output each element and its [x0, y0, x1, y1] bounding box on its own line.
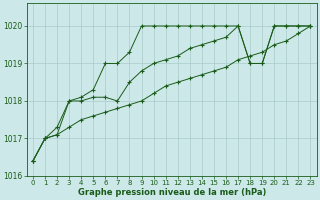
X-axis label: Graphe pression niveau de la mer (hPa): Graphe pression niveau de la mer (hPa) — [77, 188, 266, 197]
